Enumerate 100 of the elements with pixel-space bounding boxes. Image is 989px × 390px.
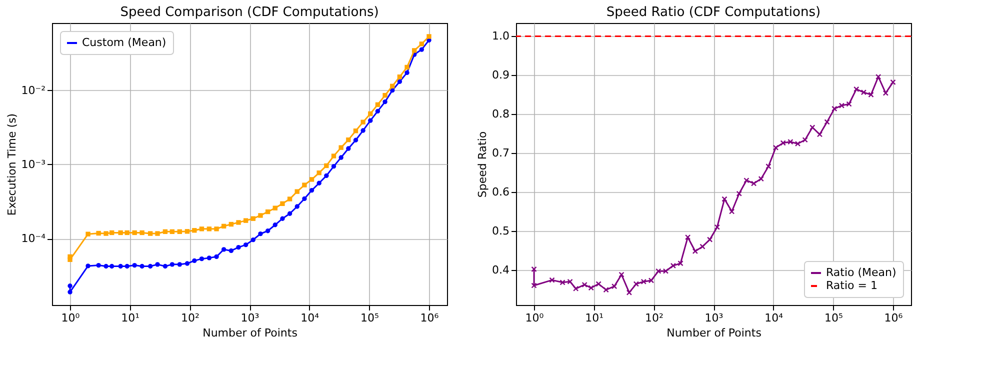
legend-label: Ratio (Mean) <box>826 266 896 279</box>
point <box>397 74 402 80</box>
x-tick-label: 10⁵ <box>824 312 843 324</box>
point <box>287 196 292 202</box>
point <box>199 226 204 232</box>
point <box>368 118 373 123</box>
x-axis-title: Number of Points <box>666 326 762 340</box>
point <box>678 260 684 266</box>
point <box>228 248 234 254</box>
y-tick-label: 0.6 <box>492 186 510 199</box>
point <box>324 163 329 168</box>
chart-title: Speed Comparison (CDF Computations) <box>120 5 379 20</box>
point <box>346 146 351 151</box>
x-tick-label: 10⁴ <box>764 312 784 324</box>
y-tick-label: 0.4 <box>492 263 510 276</box>
point <box>280 216 285 221</box>
point <box>419 42 424 46</box>
point <box>140 230 144 236</box>
point <box>670 262 676 268</box>
point <box>353 128 358 134</box>
y-tick-label: 10⁻³ <box>21 158 46 171</box>
x-tick-label: 10² <box>180 312 200 324</box>
point <box>124 230 130 236</box>
point <box>140 264 144 269</box>
y-axis-title: Execution Time (s) <box>5 113 18 216</box>
y-tick-label: 0.8 <box>492 108 510 121</box>
point <box>104 264 108 269</box>
point <box>214 254 219 260</box>
point <box>611 283 618 290</box>
x-tick-label: 10¹ <box>121 312 140 324</box>
point <box>316 170 322 176</box>
point <box>184 261 190 266</box>
point <box>258 213 263 218</box>
point <box>302 196 307 202</box>
point <box>346 137 351 142</box>
point <box>258 231 263 236</box>
point <box>360 120 366 124</box>
point <box>700 244 706 250</box>
x-tick-label: 10⁵ <box>360 312 379 324</box>
point <box>132 262 137 268</box>
point <box>265 209 270 214</box>
point <box>744 178 750 184</box>
point <box>824 119 830 125</box>
point <box>118 264 123 269</box>
point <box>148 264 153 269</box>
point <box>728 208 735 214</box>
point <box>375 108 380 114</box>
point <box>876 74 882 80</box>
point <box>588 285 594 291</box>
point <box>802 137 808 143</box>
point <box>192 228 197 233</box>
point <box>626 290 632 296</box>
x-tick-label: 10⁶ <box>884 312 904 324</box>
point <box>331 154 336 158</box>
point <box>302 182 307 188</box>
point <box>648 278 654 284</box>
point <box>96 230 101 236</box>
x-tick-label: 10² <box>644 312 664 324</box>
point <box>375 102 380 107</box>
point <box>882 90 888 96</box>
point <box>265 228 270 234</box>
x-tick-label: 10⁰ <box>61 312 80 324</box>
point <box>846 101 852 107</box>
point <box>132 230 137 236</box>
y-axis-title: Speed Ratio <box>476 131 490 198</box>
point <box>706 236 713 242</box>
point <box>618 272 624 278</box>
point <box>390 84 395 88</box>
point <box>250 216 256 221</box>
point <box>684 234 691 240</box>
point <box>404 70 410 76</box>
point <box>236 244 241 250</box>
x-tick-label: 10³ <box>704 312 724 324</box>
point <box>750 180 757 186</box>
point <box>177 262 182 267</box>
point <box>250 237 256 242</box>
point <box>243 218 248 223</box>
point <box>404 64 410 70</box>
point <box>162 264 168 269</box>
point <box>810 124 816 130</box>
x-tick-label: 10³ <box>240 312 260 324</box>
point <box>124 264 130 269</box>
point <box>192 258 197 264</box>
point <box>360 128 366 133</box>
point <box>426 34 432 39</box>
point <box>272 222 278 228</box>
point <box>243 242 248 248</box>
y-tick-label: 0.7 <box>492 146 510 160</box>
point <box>838 102 845 108</box>
point <box>397 79 402 84</box>
legend-label: Ratio = 1 <box>826 279 878 292</box>
point <box>170 229 175 234</box>
point <box>868 92 874 98</box>
point <box>206 256 212 260</box>
point <box>633 281 640 287</box>
point <box>603 286 609 293</box>
point <box>221 247 226 252</box>
point <box>338 145 344 150</box>
y-tick-label: 10⁻² <box>21 84 46 97</box>
chart-title: Speed Ratio (CDF Computations) <box>606 5 821 20</box>
